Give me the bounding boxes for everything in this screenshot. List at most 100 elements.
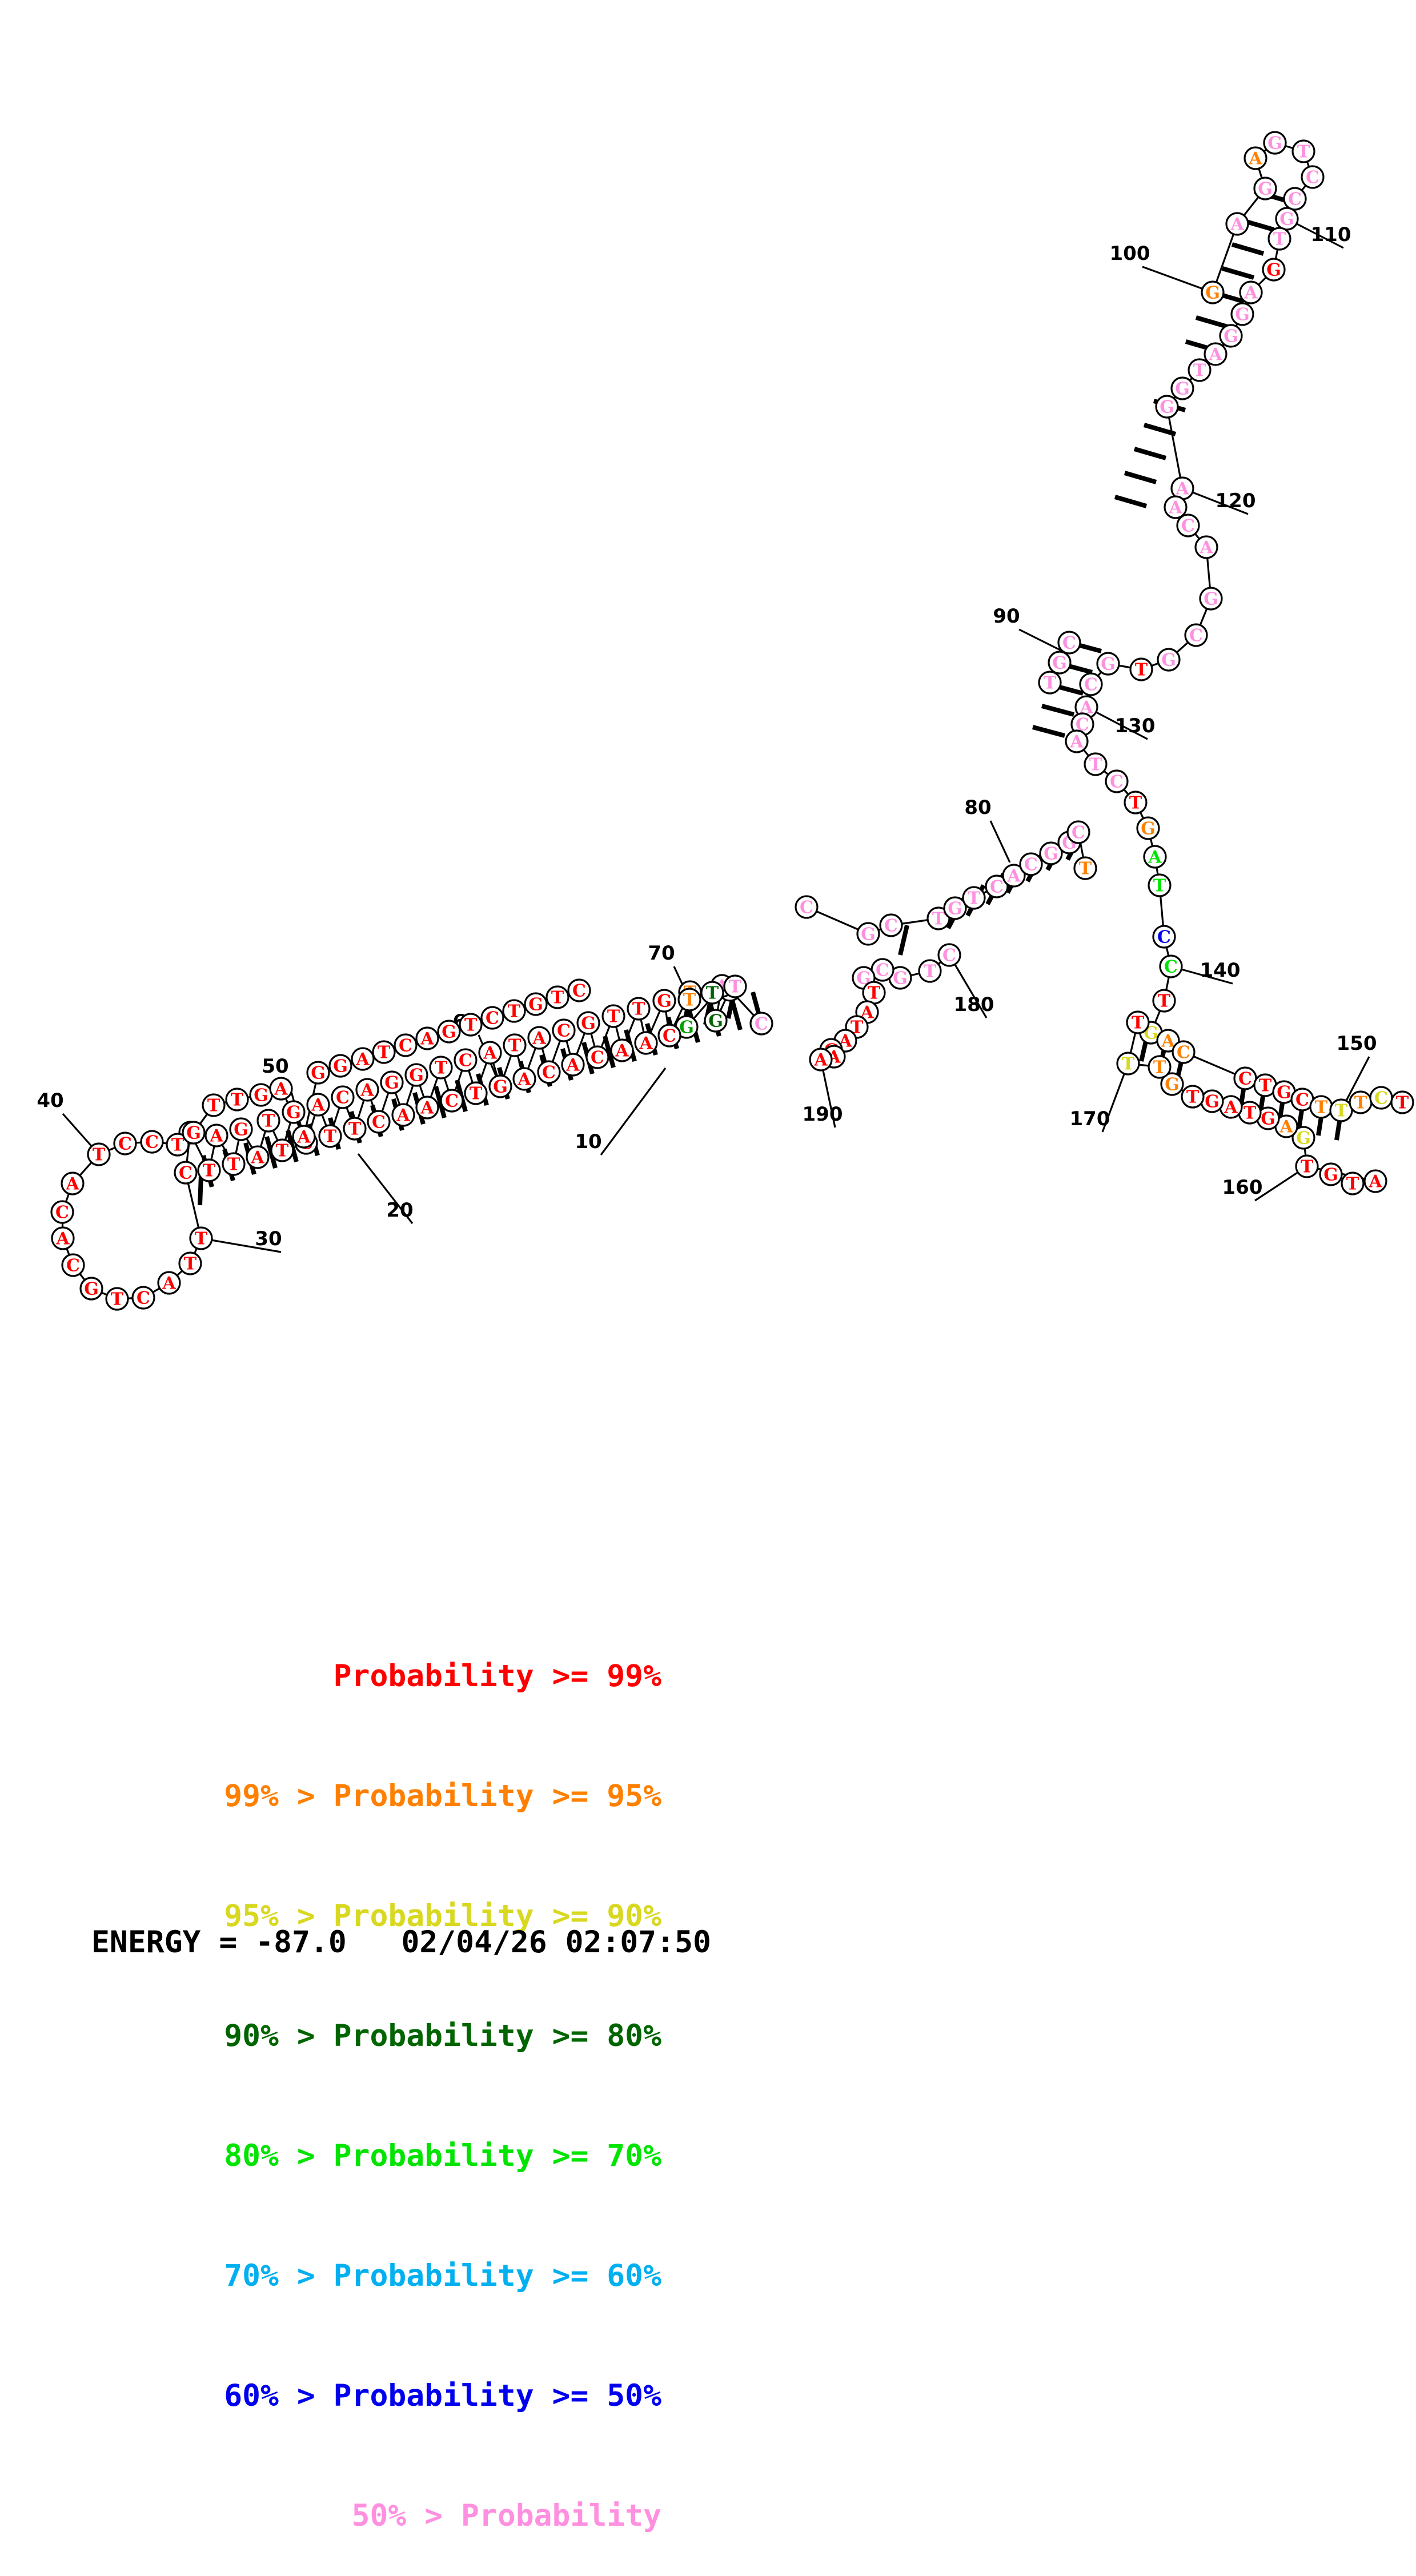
nucleotide: G: [1230, 302, 1254, 326]
nucleotide-circle: [1239, 280, 1263, 304]
nucleotide-circle: [415, 1026, 439, 1050]
nucleotide: C: [1184, 623, 1208, 647]
nucleotide-circle: [197, 1158, 221, 1182]
nucleotide: G: [437, 1020, 461, 1044]
nucleotide-circle: [576, 1011, 600, 1035]
nucleotide-letter: T: [207, 1096, 220, 1116]
nucleotide-circle: [1225, 212, 1249, 236]
nucleotide-circle: [503, 1033, 527, 1057]
nucleotide-letter: C: [486, 1009, 499, 1029]
nucleotide: T: [1129, 657, 1153, 681]
nucleotide-letter: G: [384, 1073, 399, 1093]
nucleotide: G: [1048, 651, 1072, 675]
nucleotide: A: [561, 1053, 585, 1077]
nucleotide-letter: C: [1374, 1089, 1388, 1109]
nucleotide-letter: G: [1165, 1075, 1180, 1095]
nucleotide-circle: [567, 978, 591, 1002]
nucleotide: C: [985, 874, 1009, 898]
nucleotide: T: [270, 1138, 294, 1162]
nucleotide-letter: C: [876, 961, 889, 981]
position-number-label: 90: [993, 605, 1020, 628]
nucleotide-letter: G: [948, 899, 962, 919]
nucleotide: C: [871, 958, 894, 982]
nucleotide-circle: [537, 1060, 561, 1084]
nucleotide-circle: [1390, 1090, 1414, 1114]
nucleotide-letter: T: [1158, 992, 1171, 1012]
nucleotide-letter: T: [1346, 1174, 1359, 1194]
nucleotide-circle: [809, 1048, 833, 1072]
nucleotide-letter: A: [1168, 498, 1182, 518]
nucleotide: G: [182, 1121, 206, 1145]
nucleotide: G: [1291, 1126, 1315, 1150]
nucleotide-circle: [1019, 852, 1043, 876]
nucleotide: G: [1200, 1089, 1224, 1113]
nucleotide-letter: T: [1135, 660, 1148, 680]
nucleotide-letter: T: [706, 984, 719, 1004]
nucleotide: C: [1159, 954, 1183, 978]
nucleotide: G: [1170, 376, 1194, 400]
nucleotide-letter: G: [186, 1124, 201, 1143]
nucleotide-letter: A: [1069, 732, 1084, 752]
nucleotide: A: [415, 1026, 439, 1050]
nucleotide-letter: T: [1301, 1157, 1314, 1177]
nucleotide: G: [1253, 176, 1277, 200]
nucleotide: A: [1274, 1114, 1298, 1138]
nucleotide-circle: [1172, 1040, 1196, 1064]
nucleotide-circle: [1188, 358, 1212, 382]
nucleotide-circle: [1057, 631, 1081, 655]
nucleotide-letter: G: [1101, 655, 1116, 675]
nucleotide-letter: A: [517, 1070, 531, 1090]
legend-row-below-50: 50% > Probability: [351, 2498, 661, 2533]
nucleotide: G: [888, 966, 912, 990]
nucleotide-circle: [1148, 873, 1172, 897]
nucleotide-letter: G: [1279, 210, 1294, 230]
nucleotide: G: [1272, 1080, 1296, 1104]
nucleotide-letter: T: [683, 990, 696, 1010]
legend-row-70: 80% > Probability >= 70%: [224, 2138, 661, 2173]
nucleotide: G: [1256, 1106, 1280, 1130]
nucleotide-circle: [704, 1009, 728, 1033]
nucleotide-circle: [1275, 207, 1299, 231]
nucleotide-circle: [700, 981, 724, 1005]
nucleotide-letter: T: [1243, 1104, 1257, 1124]
nucleotide-circle: [50, 1200, 74, 1224]
nucleotide: A: [478, 1041, 502, 1065]
nucleotide-circle: [404, 1063, 428, 1087]
nucleotide-circle: [1066, 820, 1090, 844]
nucleotide-letter: G: [528, 995, 543, 1015]
position-leader-line: [200, 1237, 282, 1253]
nucleotide: C: [1079, 672, 1103, 696]
nucleotide: T: [1116, 1052, 1140, 1076]
nucleotide-letter: G: [311, 1064, 326, 1084]
nucleotide: C: [331, 1085, 355, 1109]
nucleotide-circle: [657, 1024, 681, 1048]
nucleotide-letter: T: [968, 889, 981, 909]
nucleotide-circle: [1301, 165, 1325, 189]
nucleotide: C: [795, 895, 819, 919]
nucleotide-circle: [1181, 1085, 1205, 1109]
nucleotide-letter: A: [1368, 1172, 1382, 1192]
nucleotide: T: [677, 988, 701, 1012]
nucleotide-letter: C: [572, 981, 586, 1001]
nucleotide-letter: A: [565, 1056, 580, 1076]
nucleotide-letter: C: [1024, 855, 1038, 875]
nucleotide-letter: T: [231, 1090, 244, 1110]
nucleotide: T: [1181, 1085, 1205, 1109]
nucleotide-letter: C: [1157, 928, 1171, 948]
nucleotide-letter: A: [639, 1034, 653, 1054]
nucleotide: A: [1194, 535, 1218, 559]
nucleotide-letter: C: [372, 1113, 386, 1133]
nucleotide-letter: G: [1141, 819, 1156, 839]
nucleotide-letter: G: [1205, 1092, 1220, 1112]
nucleotide: G: [249, 1083, 273, 1107]
position-number-label: 140: [1200, 959, 1241, 982]
nucleotide: T: [1188, 358, 1212, 382]
nucleotide: A: [51, 1226, 75, 1250]
nucleotide-circle: [178, 1251, 202, 1275]
position-number-label: 20: [386, 1199, 413, 1222]
nucleotide: T: [1295, 1154, 1319, 1178]
nucleotide: A: [61, 1171, 85, 1195]
nucleotide-letter: T: [378, 1043, 391, 1063]
nucleotide-letter: G: [84, 1279, 99, 1299]
nucleotide-letter: T: [195, 1229, 208, 1249]
